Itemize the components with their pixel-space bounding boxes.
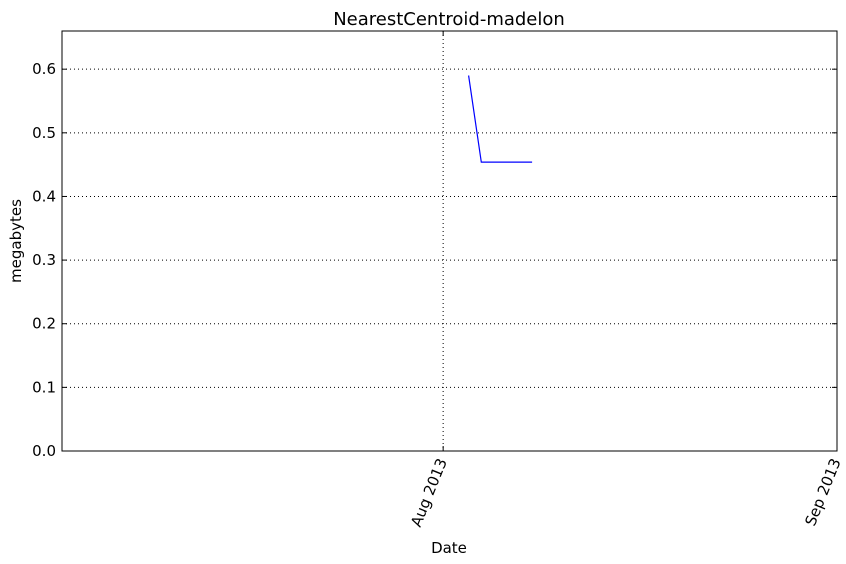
y-tick-label: 0.1: [32, 378, 56, 396]
plot-frame: [61, 30, 838, 452]
x-tick-label: Sep 2013: [801, 456, 844, 529]
y-tick-label: 0.4: [32, 187, 56, 205]
y-axis-label: megabytes: [7, 199, 25, 283]
plot-area: [62, 31, 837, 451]
x-axis-label: Date: [431, 539, 467, 557]
chart-title: NearestCentroid-madelon: [333, 9, 565, 30]
series-layer: [468, 75, 533, 163]
y-tick-label: 0.2: [32, 315, 56, 333]
series-line: [468, 75, 533, 163]
y-tick-label: 0.0: [32, 442, 56, 460]
y-tick-label: 0.6: [32, 60, 56, 78]
y-tick-label: 0.5: [32, 124, 56, 142]
y-tick-label: 0.3: [32, 251, 56, 269]
x-tick-label: Aug 2013: [407, 456, 451, 530]
